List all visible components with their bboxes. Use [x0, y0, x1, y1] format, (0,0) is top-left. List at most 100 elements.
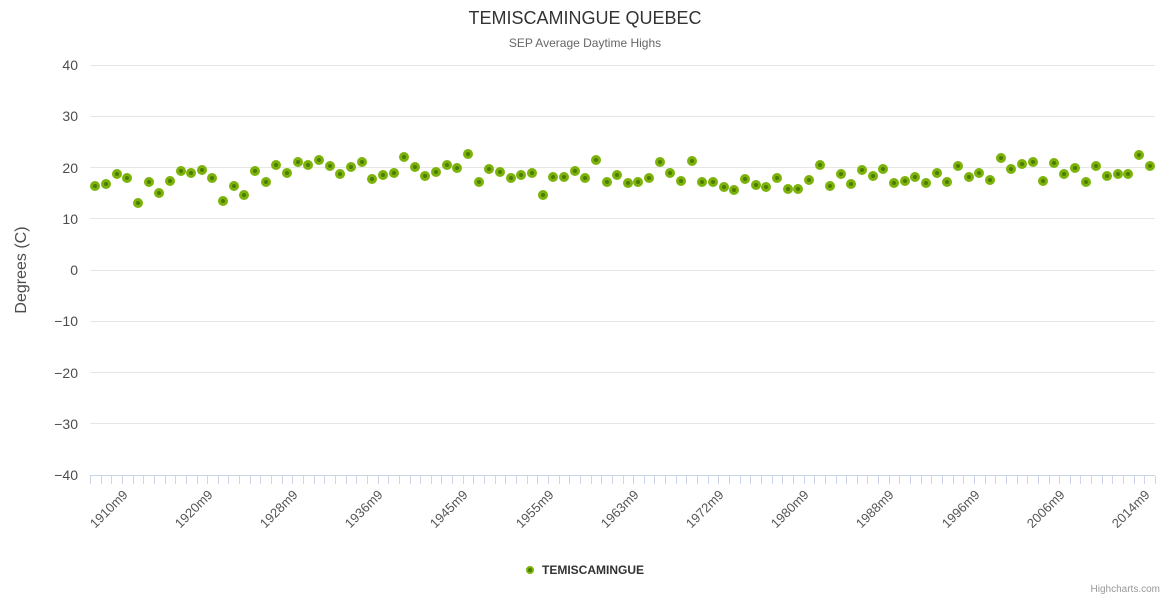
data-point[interactable] [132, 198, 143, 209]
data-point[interactable] [761, 181, 772, 192]
data-point[interactable] [1016, 159, 1027, 170]
data-point[interactable] [793, 183, 804, 194]
data-point[interactable] [388, 167, 399, 178]
data-point[interactable] [1134, 149, 1145, 160]
data-point[interactable] [175, 165, 186, 176]
data-point[interactable] [1048, 158, 1059, 169]
data-point[interactable] [260, 176, 271, 187]
data-point[interactable] [399, 151, 410, 162]
data-point[interactable] [431, 166, 442, 177]
data-point[interactable] [1144, 160, 1155, 171]
data-point[interactable] [239, 189, 250, 200]
data-point[interactable] [282, 168, 293, 179]
data-point[interactable] [90, 181, 101, 192]
data-point[interactable] [622, 178, 633, 189]
data-point[interactable] [526, 168, 537, 179]
data-point[interactable] [825, 180, 836, 191]
data-point[interactable] [867, 170, 878, 181]
data-point[interactable] [548, 171, 559, 182]
data-point[interactable] [505, 172, 516, 183]
data-point[interactable] [889, 178, 900, 189]
data-point[interactable] [612, 170, 623, 181]
data-point[interactable] [154, 188, 165, 199]
data-point[interactable] [452, 163, 463, 173]
data-point[interactable] [356, 156, 367, 167]
data-point[interactable] [686, 156, 697, 167]
data-point[interactable] [697, 176, 708, 187]
data-point[interactable] [729, 185, 740, 196]
data-point[interactable] [377, 169, 388, 180]
data-point[interactable] [292, 156, 303, 167]
data-point[interactable] [164, 176, 175, 187]
data-point[interactable] [345, 161, 356, 172]
data-point[interactable] [984, 175, 995, 186]
data-point[interactable] [963, 171, 974, 182]
data-point[interactable] [516, 169, 527, 180]
data-point[interactable] [921, 177, 932, 188]
data-point[interactable] [739, 174, 750, 185]
data-point[interactable] [1059, 169, 1070, 180]
data-point[interactable] [601, 177, 612, 188]
data-point[interactable] [1038, 175, 1049, 186]
data-point[interactable] [857, 165, 868, 176]
data-point[interactable] [995, 152, 1006, 163]
data-point[interactable] [1091, 160, 1102, 171]
data-point[interactable] [111, 169, 122, 180]
data-point[interactable] [718, 182, 729, 193]
data-point[interactable] [803, 175, 814, 186]
data-point[interactable] [196, 164, 207, 175]
data-point[interactable] [1080, 176, 1091, 187]
data-point[interactable] [931, 167, 942, 178]
data-point[interactable] [633, 176, 644, 187]
data-point[interactable] [580, 173, 591, 184]
data-point[interactable] [228, 180, 239, 191]
data-point[interactable] [1123, 168, 1134, 179]
data-point[interactable] [676, 175, 687, 186]
data-point[interactable] [250, 165, 261, 176]
data-point[interactable] [495, 166, 506, 177]
data-point[interactable] [942, 177, 953, 188]
data-point[interactable] [313, 155, 324, 166]
data-point[interactable] [1102, 171, 1113, 182]
data-point[interactable] [974, 167, 985, 178]
data-point[interactable] [484, 163, 495, 174]
data-point[interactable] [846, 179, 857, 190]
data-point[interactable] [409, 161, 420, 172]
data-point[interactable] [708, 176, 719, 187]
data-point[interactable] [590, 155, 601, 166]
data-point[interactable] [665, 167, 676, 178]
data-point[interactable] [335, 168, 346, 179]
data-point[interactable] [782, 184, 793, 195]
data-point[interactable] [122, 173, 133, 184]
data-point[interactable] [1006, 163, 1017, 174]
data-point[interactable] [1070, 162, 1081, 173]
data-point[interactable] [1112, 168, 1123, 179]
data-point[interactable] [463, 148, 474, 159]
data-point[interactable] [537, 190, 548, 201]
data-point[interactable] [910, 172, 921, 183]
data-point[interactable] [207, 173, 218, 184]
data-point[interactable] [899, 175, 910, 186]
data-point[interactable] [441, 159, 452, 170]
data-point[interactable] [271, 159, 282, 170]
data-point[interactable] [644, 173, 655, 184]
data-point[interactable] [878, 163, 889, 174]
highcharts-credit-link[interactable]: Highcharts.com [1090, 584, 1160, 595]
data-point[interactable] [186, 167, 197, 178]
data-point[interactable] [771, 173, 782, 184]
data-point[interactable] [303, 159, 314, 170]
data-point[interactable] [558, 171, 569, 182]
data-point[interactable] [1027, 156, 1038, 167]
data-point[interactable] [143, 176, 154, 187]
data-point[interactable] [952, 160, 963, 171]
data-point[interactable] [218, 195, 229, 206]
data-point[interactable] [420, 170, 431, 181]
legend-item-temiscamingue[interactable]: TEMISCAMINGUE [0, 563, 1170, 577]
data-point[interactable] [569, 165, 580, 176]
data-point[interactable] [473, 177, 484, 188]
data-point[interactable] [814, 159, 825, 170]
data-point[interactable] [100, 178, 111, 189]
data-point[interactable] [654, 157, 665, 168]
data-point[interactable] [324, 160, 335, 171]
data-point[interactable] [750, 179, 761, 190]
